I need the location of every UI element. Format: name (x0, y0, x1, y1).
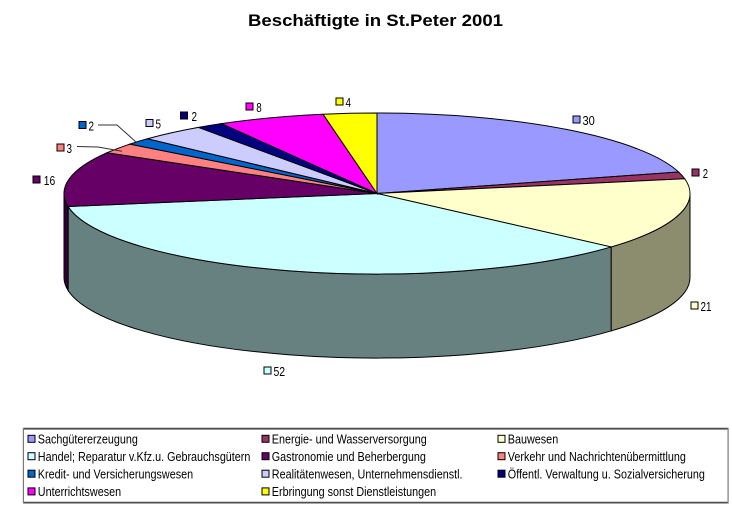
svg-text:2: 2 (703, 166, 708, 181)
svg-text:Öffentl. Verwaltung u. Sozialv: Öffentl. Verwaltung u. Sozialversicherun… (508, 466, 705, 481)
svg-text:Verkehr und Nachrichtenübermit: Verkehr und Nachrichtenübermittlung (508, 449, 686, 464)
svg-text:16: 16 (44, 173, 55, 188)
svg-text:5: 5 (156, 116, 162, 131)
svg-text:Kredit- und Versicherungswesen: Kredit- und Versicherungswesen (38, 466, 193, 481)
svg-text:Erbringung sonst Dienstleistun: Erbringung sonst Dienstleistungen (272, 484, 436, 499)
svg-text:Realitätenwesen, Unternehmensd: Realitätenwesen, Unternehmensdienstl. (272, 466, 463, 481)
svg-text:52: 52 (274, 364, 286, 379)
svg-text:Gastronomie und Beherbergung: Gastronomie und Beherbergung (272, 449, 426, 464)
svg-text:30: 30 (583, 113, 595, 128)
svg-text:21: 21 (701, 299, 712, 314)
svg-text:4: 4 (346, 95, 352, 110)
svg-text:Sachgütererzeugung: Sachgütererzeugung (38, 432, 138, 447)
svg-text:3: 3 (67, 141, 73, 156)
svg-text:2: 2 (192, 109, 198, 124)
svg-text:Beschäftigte in St.Peter 2001: Beschäftigte in St.Peter 2001 (248, 11, 503, 30)
svg-text:2: 2 (89, 118, 95, 133)
svg-text:Bauwesen: Bauwesen (508, 432, 558, 447)
svg-text:Handel; Reparatur v.Kfz.u. Geb: Handel; Reparatur v.Kfz.u. Gebrauchsgüte… (38, 449, 251, 464)
svg-text:8: 8 (256, 100, 262, 115)
svg-text:Unterrichtswesen: Unterrichtswesen (38, 484, 121, 499)
svg-text:Energie- und Wasserversorgung: Energie- und Wasserversorgung (272, 432, 427, 447)
